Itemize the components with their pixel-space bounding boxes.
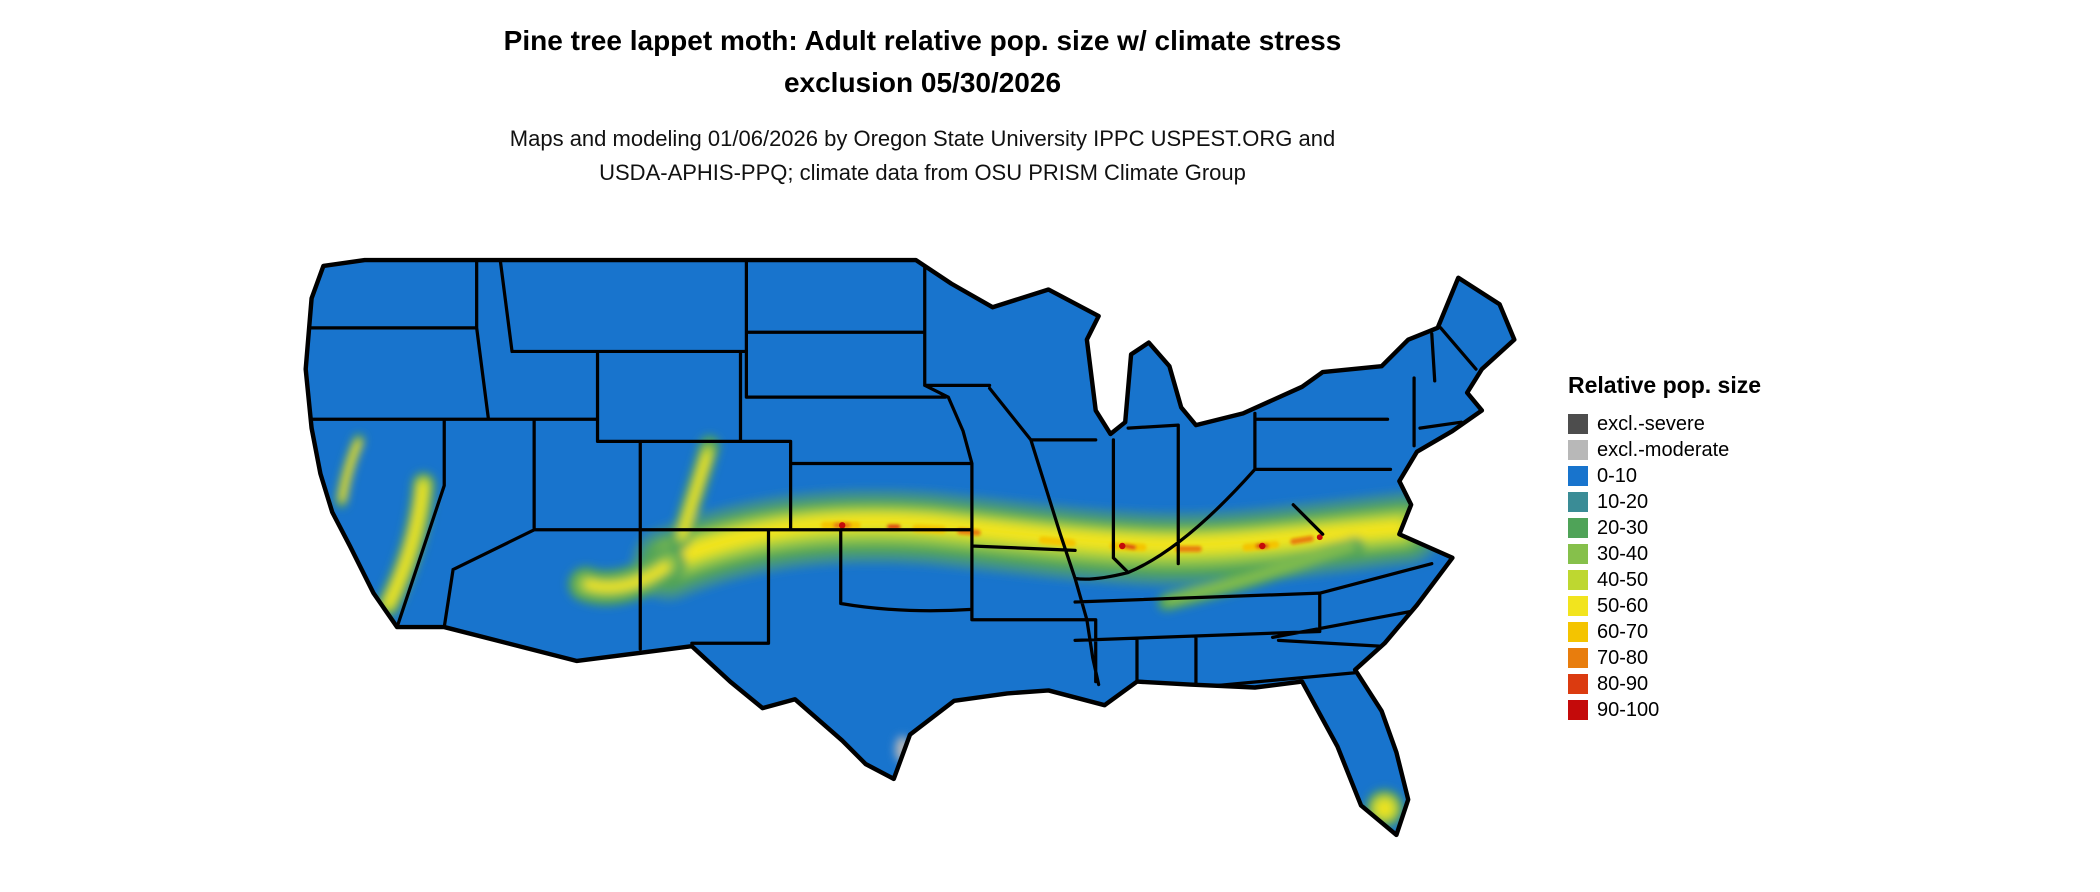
legend-swatch <box>1568 518 1588 538</box>
legend-swatch <box>1568 492 1588 512</box>
subtitle-line-1: Maps and modeling 01/06/2026 by Oregon S… <box>509 126 1336 151</box>
peak-90-100 <box>1316 534 1323 541</box>
legend-items: excl.-severe excl.-moderate 0-10 10-20 20-30… <box>1568 411 1868 723</box>
legend-label: 20-30 <box>1597 517 1649 539</box>
florida-spot-50-60 <box>1377 800 1392 816</box>
band-appalachia-30-40 <box>1164 541 1357 605</box>
legend-label: 10-20 <box>1597 491 1649 513</box>
legend-swatch <box>1568 466 1588 486</box>
legend-item: 20-30 <box>1568 515 1868 541</box>
state-borders <box>307 260 1478 690</box>
legend-item: 70-80 <box>1568 645 1868 671</box>
title-line-2: exclusion 05/30/2026 <box>783 67 1062 98</box>
legend-item: excl.-moderate <box>1568 437 1868 463</box>
legend-label: 90-100 <box>1597 699 1660 721</box>
legend-item: 90-100 <box>1568 697 1868 723</box>
legend-swatch <box>1568 622 1588 642</box>
peak-90-100 <box>1259 542 1266 550</box>
legend-label: excl.-moderate <box>1597 439 1730 461</box>
band-sw-50-60 <box>584 562 670 592</box>
legend-title: Relative pop. size <box>1568 372 1762 398</box>
legend-label: 50-60 <box>1597 595 1649 617</box>
band-peaks <box>838 522 1323 550</box>
legend-swatch <box>1568 674 1588 694</box>
legend-item: 30-40 <box>1568 541 1868 567</box>
legend-label: excl.-severe <box>1597 413 1705 435</box>
legend-item: 0-10 <box>1568 463 1868 489</box>
subtitle-line-2: USDA-APHIS-PPQ; climate data from OSU PR… <box>599 160 1246 185</box>
map-subtitle: Maps and modeling 01/06/2026 by Oregon S… <box>0 122 1845 190</box>
peak-90-100 <box>838 522 846 529</box>
legend-item: excl.-severe <box>1568 411 1868 437</box>
legend-swatch <box>1568 596 1588 616</box>
legend-swatch <box>1568 414 1588 434</box>
legend-label: 40-50 <box>1597 569 1649 591</box>
legend: Relative pop. size excl.-severe excl.-mod… <box>1568 372 1868 723</box>
us-map <box>288 210 1532 882</box>
band-rockies-50-60 <box>680 454 710 538</box>
legend-label: 0-10 <box>1597 465 1638 487</box>
legend-item: 80-90 <box>1568 671 1868 697</box>
legend-swatch <box>1568 648 1588 668</box>
legend-label: 30-40 <box>1597 543 1649 565</box>
band-norcal-50-60 <box>339 439 362 502</box>
map-title: Pine tree lappet moth: Adult relative po… <box>0 20 1845 104</box>
legend-item: 10-20 <box>1568 489 1868 515</box>
legend-swatch <box>1568 570 1588 590</box>
peak-90-100 <box>1119 542 1126 550</box>
title-line-1: Pine tree lappet moth: Adult relative po… <box>503 25 1342 56</box>
legend-label: 80-90 <box>1597 673 1649 695</box>
legend-label: 70-80 <box>1597 647 1649 669</box>
legend-item: 60-70 <box>1568 619 1868 645</box>
legend-swatch <box>1568 544 1588 564</box>
legend-label: 60-70 <box>1597 621 1649 643</box>
us-map-svg <box>288 210 1532 882</box>
legend-swatch <box>1568 440 1588 460</box>
legend-swatch <box>1568 700 1588 720</box>
legend-item: 40-50 <box>1568 567 1868 593</box>
band-sierra-50-60 <box>386 483 426 606</box>
legend-item: 50-60 <box>1568 593 1868 619</box>
band-50-60 <box>669 514 1404 566</box>
